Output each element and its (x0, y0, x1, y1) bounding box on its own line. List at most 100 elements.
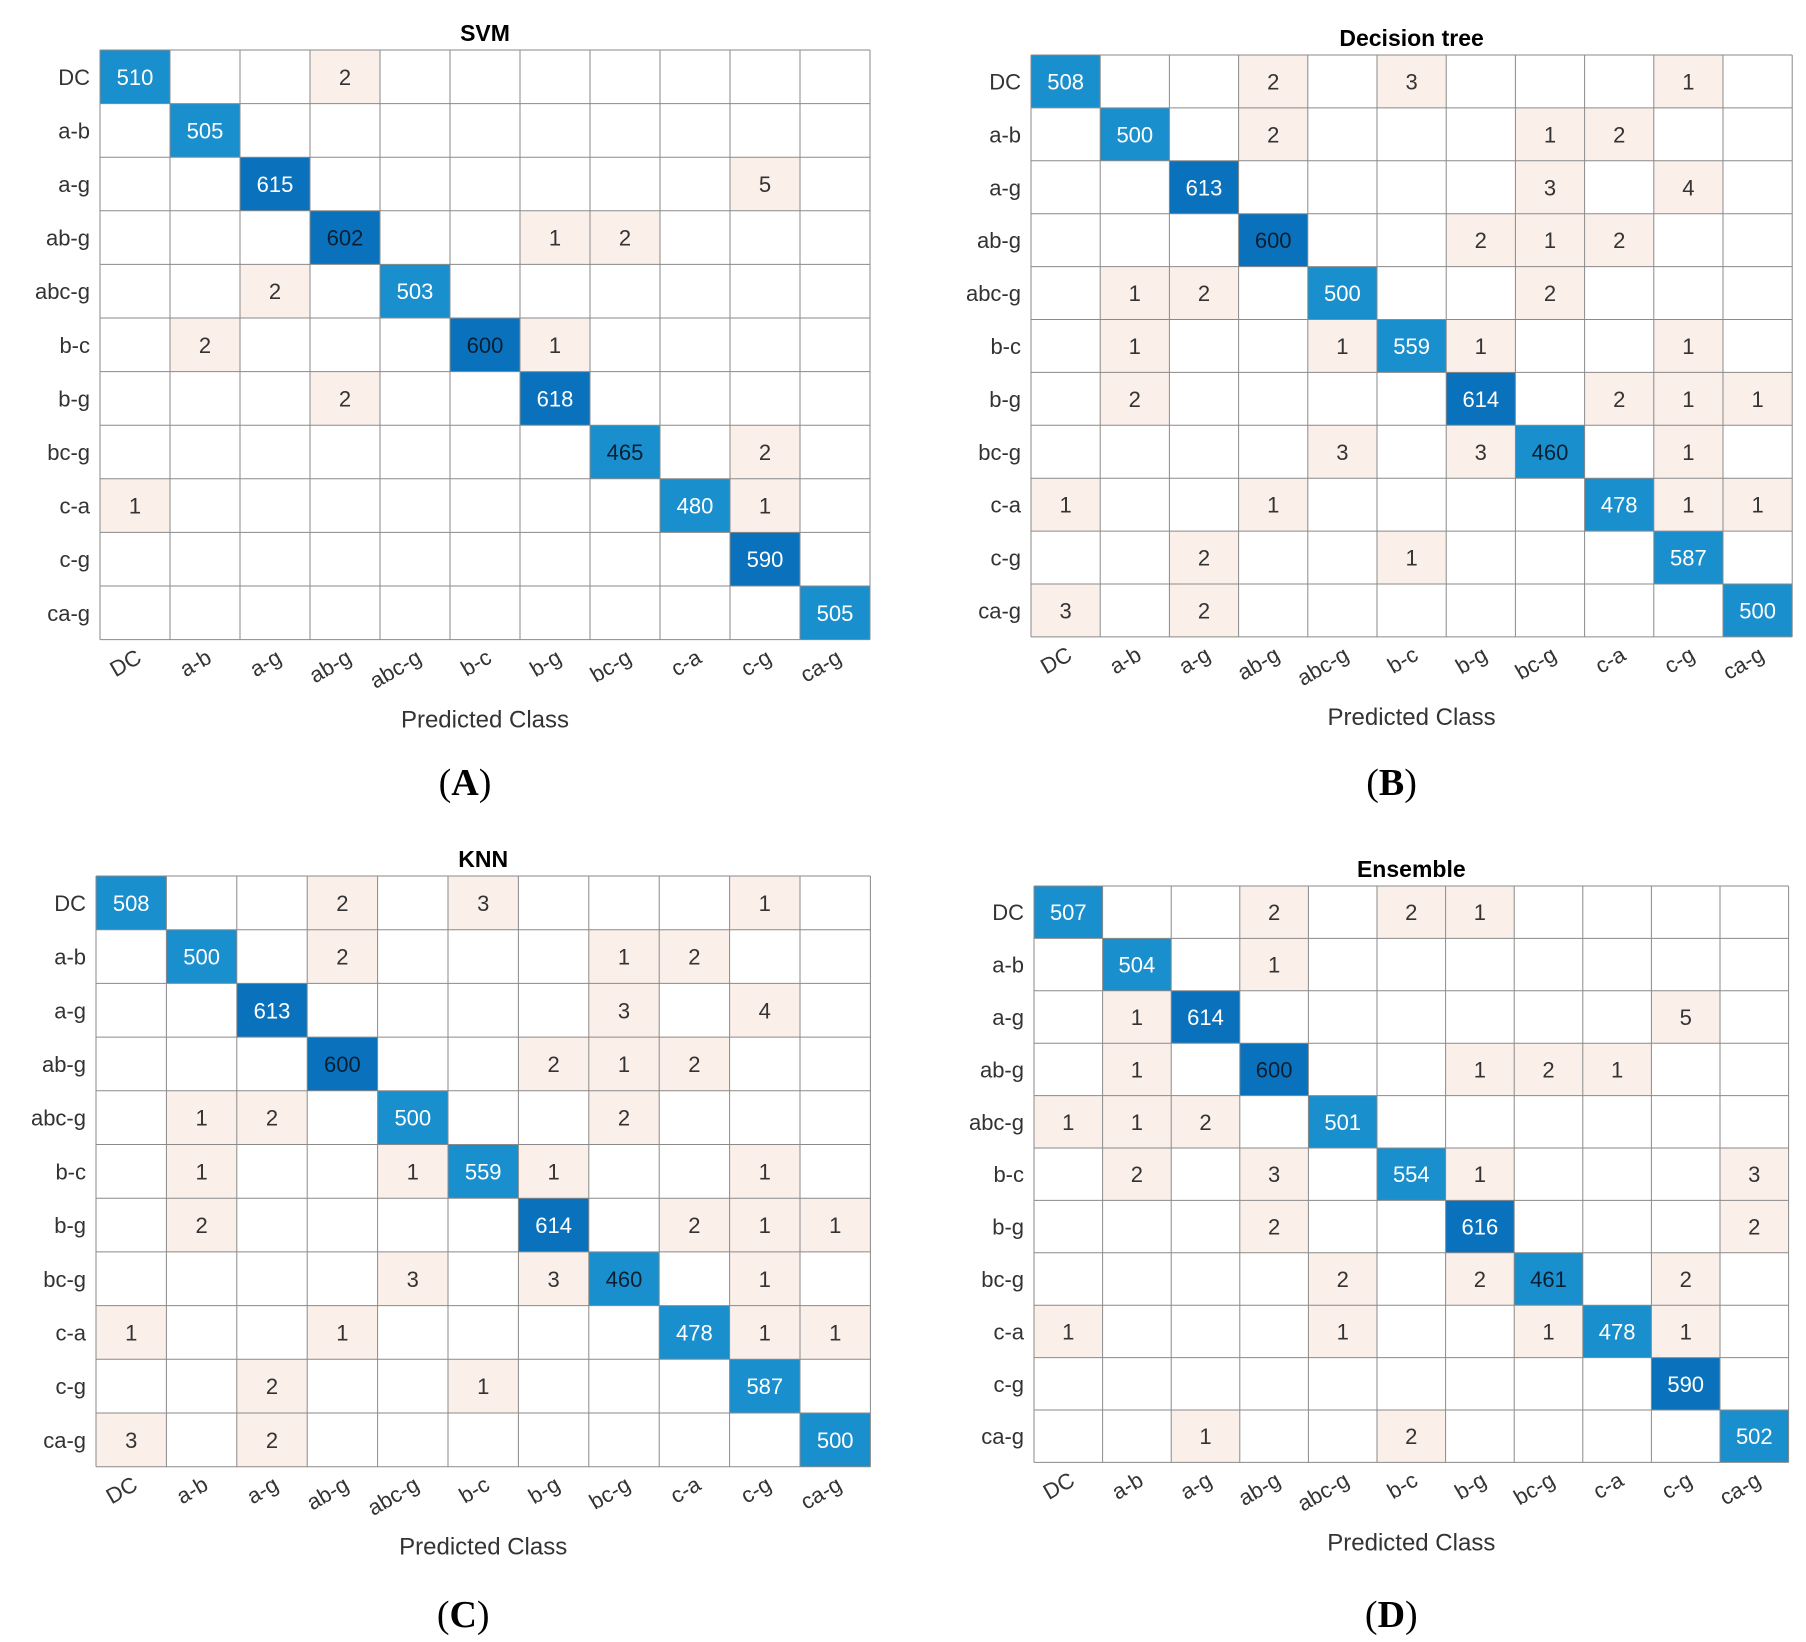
cell-value-label: 507 (1050, 900, 1087, 925)
cell-value-label: 1 (1059, 493, 1071, 518)
y-tick-label: ab-g (42, 1052, 86, 1077)
x-tick-label: c-g (736, 1471, 775, 1508)
y-tick-label: bc-g (981, 1267, 1024, 1292)
diagonal-cell (450, 318, 520, 372)
panel-c: 508 2 3 1 500 2 1 2 613 3 4 600 2 1 2 1 2 500 2 1 1 559 1 1 2 614… (31, 846, 871, 1636)
cell-value-label: 1 (1131, 1110, 1143, 1135)
misclassified-cell (1377, 1410, 1446, 1463)
misclassified-cell (1034, 1305, 1103, 1358)
misclassified-cell (1514, 1305, 1583, 1358)
chart-title: KNN (458, 846, 508, 872)
cell-value-label: 508 (1047, 69, 1084, 94)
misclassified-cell (1720, 1148, 1789, 1201)
cell-value-label: 1 (1131, 1057, 1143, 1082)
diagonal-cell (100, 50, 170, 104)
cell-value-label: 480 (677, 494, 714, 519)
cell-value-label: 3 (1405, 69, 1417, 94)
x-tick-label: b-g (1451, 642, 1491, 680)
x-tick-label: ab-g (305, 644, 356, 688)
cell-value-label: 2 (688, 1052, 700, 1077)
panel-caption: (A) (439, 762, 492, 804)
cell-value-label: 2 (1542, 1057, 1554, 1082)
cell-value-label: 600 (1255, 228, 1292, 253)
y-tick-label: c-a (990, 493, 1021, 518)
misclassified-cell (659, 1037, 730, 1091)
diagonal-cell (1238, 213, 1308, 267)
x-tick-label: DC (1036, 642, 1076, 680)
diagonal-cell (1377, 319, 1447, 373)
cell-value-label: 1 (195, 1159, 207, 1184)
cell-value-label: 614 (1187, 1005, 1224, 1030)
cell-value-label: 508 (113, 891, 150, 916)
cell-value-label: 2 (1748, 1215, 1760, 1240)
diagonal-cell (1239, 1043, 1309, 1096)
x-tick-label: c-a (1589, 1467, 1629, 1504)
misclassified-cell (1100, 266, 1170, 320)
misclassified-cell (1515, 266, 1585, 320)
cell-value-label: 500 (1739, 598, 1776, 623)
misclassified-cell (1653, 160, 1723, 214)
misclassified-cell (588, 983, 660, 1038)
cell-value-label: 501 (1324, 1110, 1361, 1135)
misclassified-cell (240, 264, 310, 318)
cell-value-label: 1 (759, 1159, 771, 1184)
x-tick-label: b-c (455, 1471, 494, 1508)
misclassified-cell (729, 1144, 800, 1199)
cell-value-label: 1 (1336, 334, 1348, 359)
x-tick-label: ca-g (1715, 1467, 1765, 1510)
cell-value-label: 1 (1682, 493, 1694, 518)
misclassified-cell (1171, 1410, 1240, 1463)
cell-value-label: 554 (1393, 1162, 1430, 1187)
cell-value-label: 3 (1336, 440, 1348, 465)
misclassified-cell (100, 478, 170, 533)
misclassified-cell (520, 318, 590, 372)
misclassified-cell (1582, 1043, 1652, 1096)
misclassified-cell (1584, 372, 1654, 426)
cell-value-label: 1 (549, 226, 561, 251)
x-tick-label: c-g (1660, 642, 1699, 679)
x-tick-label: bc-g (586, 644, 636, 687)
misclassified-cell (1308, 1252, 1377, 1306)
cell-value-label: 2 (1198, 281, 1210, 306)
cell-value-label: 2 (1474, 1267, 1486, 1292)
diagonal-cell (1034, 886, 1103, 939)
y-tick-label: b-g (54, 1213, 86, 1238)
cell-value-label: 2 (759, 440, 771, 465)
misclassified-cell (1446, 319, 1516, 373)
cell-value-label: 5 (759, 172, 771, 197)
diagonal-cell (1515, 425, 1585, 479)
cell-value-label: 1 (1682, 334, 1694, 359)
cell-value-label: 1 (618, 945, 630, 970)
y-tick-label: b-c (59, 333, 90, 358)
cell-value-label: 1 (1405, 546, 1417, 571)
cell-value-label: 559 (1393, 334, 1430, 359)
y-tick-label: a-g (58, 172, 90, 197)
misclassified-cell (1238, 478, 1308, 532)
misclassified-cell (1102, 1095, 1172, 1148)
diagonal-cell (1169, 160, 1239, 214)
misclassified-cell (1720, 1200, 1789, 1253)
cell-value-label: 1 (759, 494, 771, 519)
misclassified-cell (377, 1251, 448, 1306)
diagonal-cell (730, 532, 800, 586)
misclassified-cell (800, 1198, 871, 1252)
misclassified-cell (1445, 1043, 1515, 1096)
cell-value-label: 1 (1680, 1319, 1692, 1344)
x-tick-label: c-g (1657, 1467, 1696, 1504)
misclassified-cell (1651, 990, 1720, 1044)
y-tick-label: c-g (993, 1372, 1024, 1397)
y-tick-label: abc-g (966, 281, 1021, 306)
y-tick-label: b-g (58, 386, 90, 411)
cell-value-label: 613 (1186, 175, 1223, 200)
diagonal-cell (520, 371, 590, 426)
misclassified-cell (518, 1037, 589, 1091)
y-tick-label: c-g (59, 547, 90, 572)
misclassified-cell (377, 1144, 448, 1199)
cell-value-label: 503 (397, 279, 434, 304)
misclassified-cell (1446, 425, 1516, 479)
misclassified-cell (1239, 886, 1309, 939)
cell-value-label: 590 (1667, 1372, 1704, 1397)
y-tick-label: ca-g (47, 601, 90, 626)
diagonal-cell (1171, 990, 1240, 1044)
diagonal-cell (170, 103, 240, 158)
